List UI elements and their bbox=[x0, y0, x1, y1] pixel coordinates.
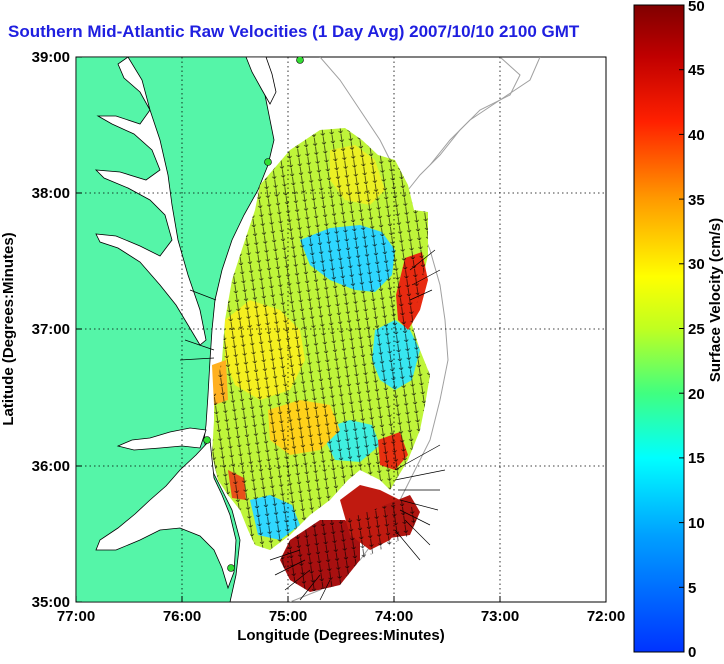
radar-station bbox=[264, 158, 272, 166]
colorbar-tick-label: 25 bbox=[688, 321, 705, 338]
x-tick-label: 75:00 bbox=[269, 608, 307, 625]
colorbar-tick-label: 20 bbox=[688, 386, 705, 403]
axis-ticks bbox=[75, 56, 607, 603]
bathymetry-contour bbox=[429, 57, 541, 166]
x-tick-label: 74:00 bbox=[375, 608, 413, 625]
x-tick-label: 76:00 bbox=[163, 608, 201, 625]
velocity-vectors bbox=[212, 128, 430, 592]
albemarle-sound bbox=[116, 427, 207, 451]
colorbar-tick-label: 30 bbox=[688, 256, 705, 273]
page-title: Southern Mid-Atlantic Raw Velocities (1 … bbox=[8, 22, 580, 41]
x-axis-title: Longitude (Degrees:Minutes) bbox=[237, 627, 445, 644]
colorbar-tick-label: 50 bbox=[688, 0, 705, 15]
x-tick-label: 72:00 bbox=[587, 608, 625, 625]
colorbar-tick-label: 10 bbox=[688, 515, 705, 532]
colorbar-title: Surface Velocity (cm/s) bbox=[707, 218, 724, 382]
x-tick-label: 77:00 bbox=[57, 608, 95, 625]
radar-stations bbox=[203, 57, 304, 572]
delaware-bay bbox=[245, 57, 277, 105]
y-tick-label: 39:00 bbox=[32, 49, 70, 66]
colorbar-ticks bbox=[679, 4, 684, 653]
y-axis-title: Latitude (Degrees:Minutes) bbox=[0, 232, 17, 425]
radar-station bbox=[203, 436, 211, 444]
y-tick-label: 37:00 bbox=[32, 321, 70, 338]
long-vector-spray bbox=[179, 249, 446, 601]
grid-lines bbox=[76, 57, 606, 602]
y-tick-label: 38:00 bbox=[32, 185, 70, 202]
y-tick-label: 36:00 bbox=[32, 458, 70, 475]
colorbar-tick-label: 40 bbox=[688, 127, 705, 144]
colorbar-tick-label: 15 bbox=[688, 450, 705, 467]
x-tick-label: 73:00 bbox=[481, 608, 519, 625]
colorbar bbox=[633, 4, 685, 653]
chesapeake-bay bbox=[94, 57, 207, 346]
colorbar-tick-label: 5 bbox=[688, 580, 696, 597]
y-tick-label: 35:00 bbox=[32, 594, 70, 611]
pamlico-sound bbox=[95, 439, 237, 590]
colorbar-tick-label: 0 bbox=[688, 644, 696, 659]
colorbar-tick-label: 35 bbox=[688, 192, 705, 209]
radar-station bbox=[296, 57, 304, 64]
radar-station bbox=[227, 564, 235, 572]
colorbar-tick-label: 45 bbox=[688, 62, 705, 79]
